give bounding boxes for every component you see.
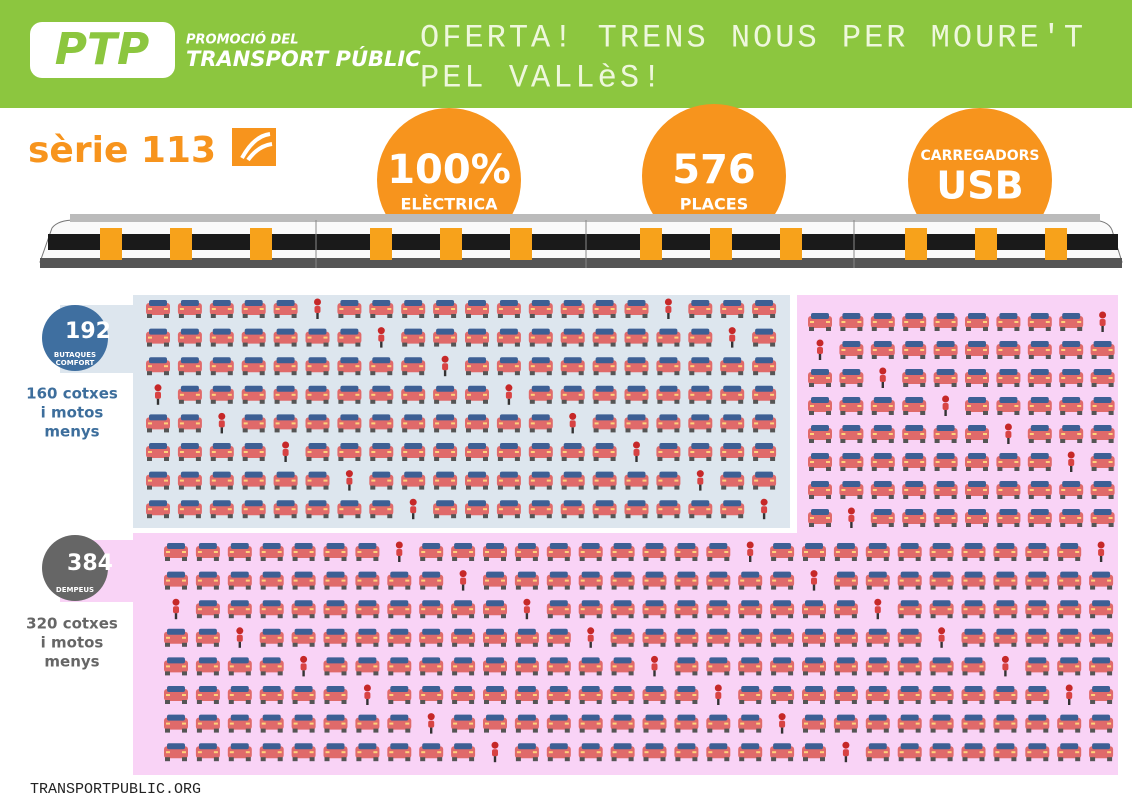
seated-count: 192 xyxy=(65,319,111,344)
logo-line: TRANSPORT PÚBLIC xyxy=(186,46,421,71)
standing-note: menys xyxy=(44,653,99,671)
seated-note: menys xyxy=(44,423,99,441)
train-door xyxy=(710,228,732,260)
logo-line: PROMOCIÓ DEL xyxy=(186,32,299,48)
train-door xyxy=(370,228,392,260)
seated-label: COMFORT xyxy=(56,359,95,367)
seated-note: 160 cotxes xyxy=(26,385,118,403)
standing-count: 384 xyxy=(67,551,113,576)
series-title: sèrie 113 xyxy=(28,130,216,171)
badge-label: CARREGADORS xyxy=(921,148,1040,164)
infographic: PTP PROMOCIÓ DEL TRANSPORT PÚBLIC OFERTA… xyxy=(0,0,1132,802)
seated-label: BUTAQUES xyxy=(54,351,96,359)
train-door xyxy=(975,228,997,260)
title: PEL VALLèS! xyxy=(420,59,664,96)
train-door xyxy=(250,228,272,260)
seated-note: i motos xyxy=(41,404,104,422)
badge-label: ELÈCTRICA xyxy=(400,195,498,214)
badge-value: 576 xyxy=(672,147,756,193)
badge-value: 100% xyxy=(387,147,511,193)
train-door xyxy=(780,228,802,260)
train-door xyxy=(640,228,662,260)
badge-value: USB xyxy=(936,164,1023,208)
title: OFERTA! TRENS NOUS PER MOURE'T xyxy=(420,19,1086,56)
train-door xyxy=(1045,228,1067,260)
footer: TRANSPORTPUBLIC.ORG xyxy=(30,781,201,798)
train-door xyxy=(100,228,122,260)
train-door xyxy=(905,228,927,260)
train-door xyxy=(170,228,192,260)
standing-note: 320 cotxes xyxy=(26,615,118,633)
logo: PTP xyxy=(55,24,150,75)
standing-note: i motos xyxy=(41,634,104,652)
standing-label: DEMPEUS xyxy=(56,586,94,594)
train-door xyxy=(440,228,462,260)
train-door xyxy=(510,228,532,260)
badge-label: PLACES xyxy=(680,195,749,214)
train xyxy=(40,214,1122,268)
